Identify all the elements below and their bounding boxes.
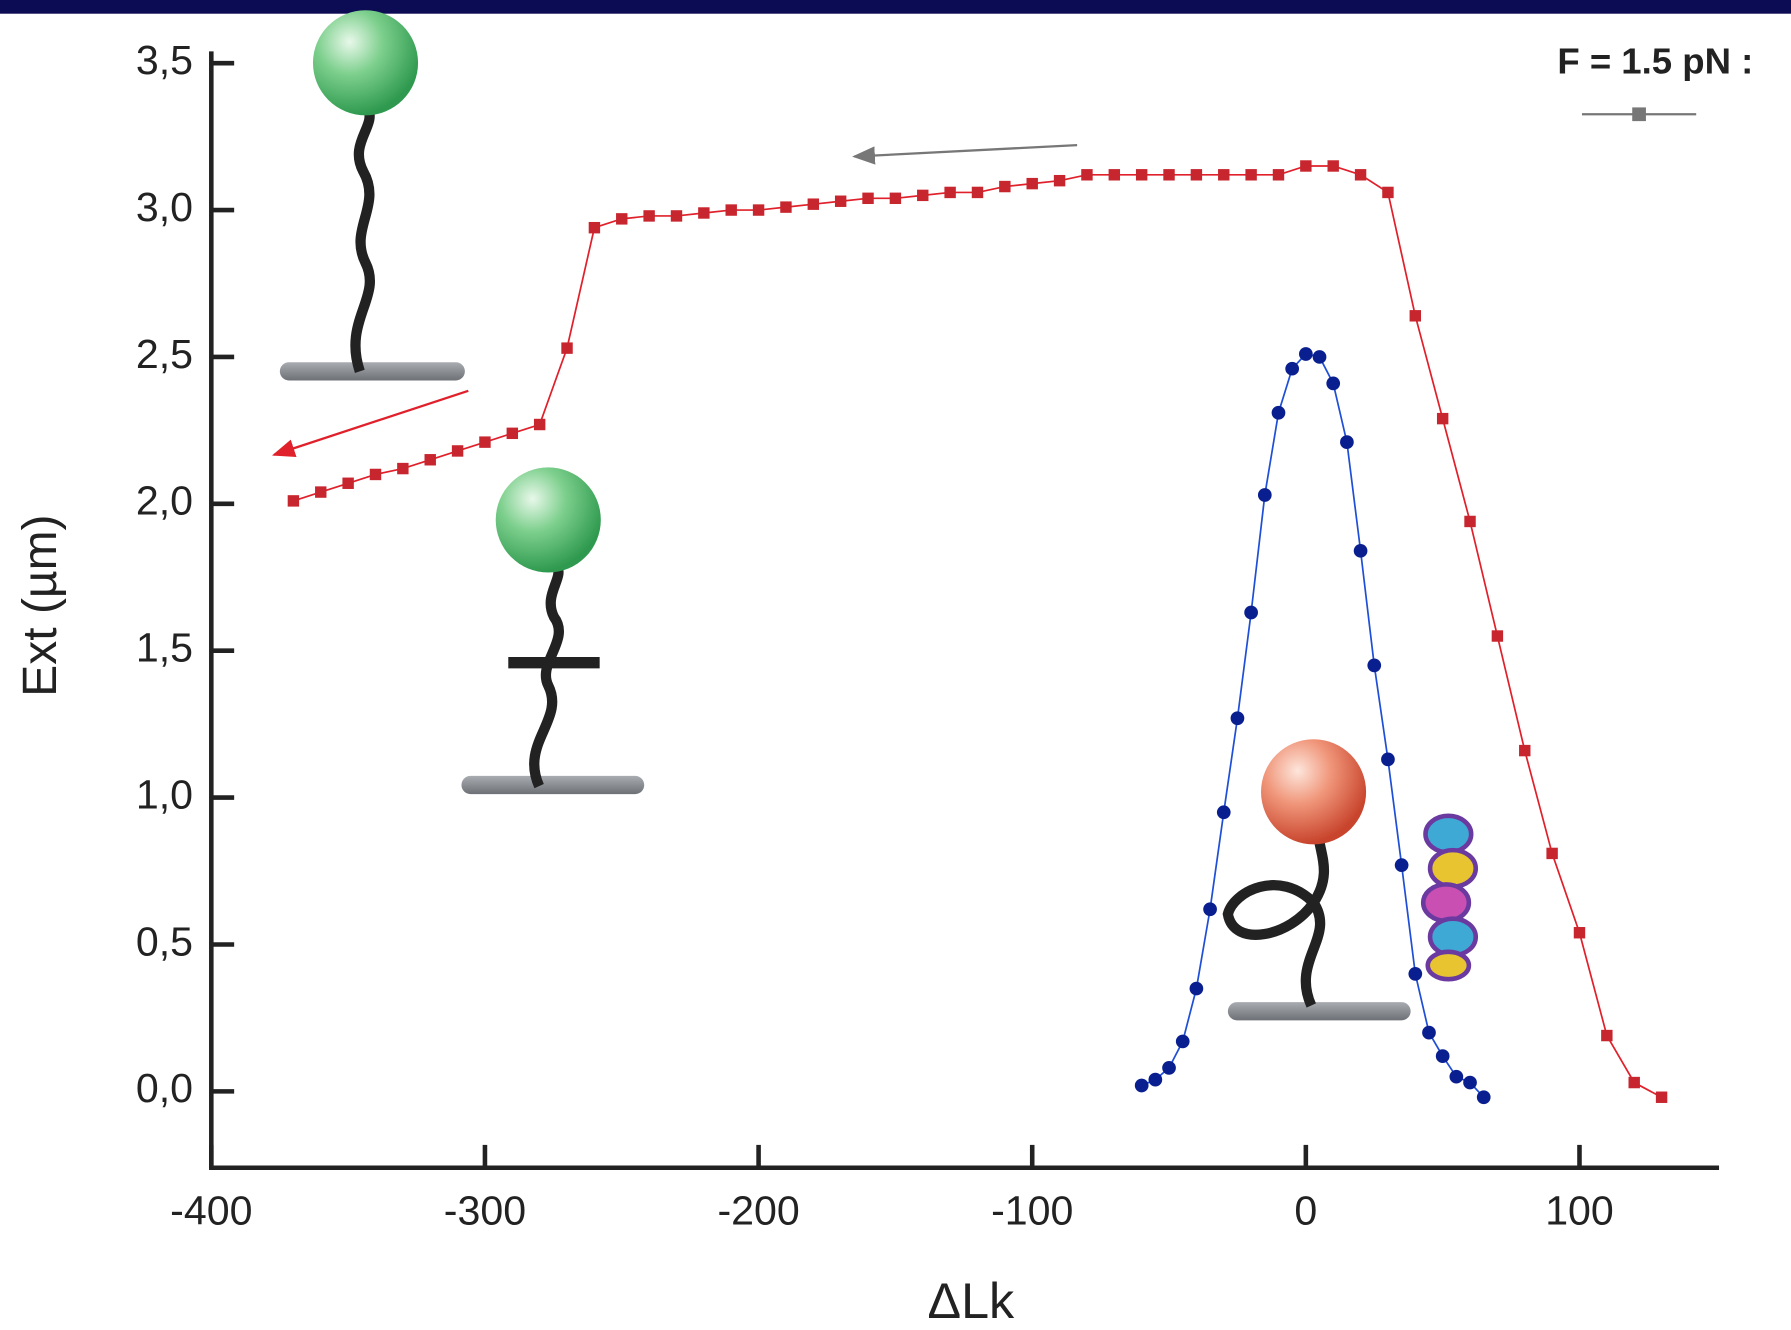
data-point: [1244, 606, 1258, 620]
illustrations: [274, 10, 1476, 1020]
y-tick-label: 1,0: [136, 771, 193, 817]
data-point: [1203, 902, 1217, 916]
data-point: [1245, 169, 1256, 180]
data-point: [1601, 1030, 1612, 1041]
data-point: [1176, 1035, 1190, 1049]
data-point: [1367, 659, 1381, 673]
data-point: [1436, 1049, 1450, 1063]
y-axis-label: Ext (µm): [14, 514, 67, 696]
data-point: [425, 454, 436, 465]
data-point: [1231, 711, 1245, 725]
data-point: [1135, 1079, 1149, 1093]
data-point: [479, 436, 490, 447]
legend-marker: [1632, 107, 1646, 121]
data-point: [1449, 1070, 1463, 1084]
data-point: [972, 187, 983, 198]
data-point: [1464, 516, 1475, 527]
data-point: [1109, 169, 1120, 180]
data-point: [616, 213, 627, 224]
data-point: [1054, 175, 1065, 186]
data-point: [452, 445, 463, 456]
legend-label: F = 1.5 pN :: [1557, 41, 1753, 82]
x-tick-label: 100: [1545, 1187, 1614, 1233]
data-point: [753, 204, 764, 215]
data-point: [589, 222, 600, 233]
data-point: [1492, 630, 1503, 641]
data-point: [808, 198, 819, 209]
data-point: [1081, 169, 1092, 180]
x-tick-label: -300: [444, 1187, 526, 1233]
data-point: [1313, 350, 1327, 364]
data-point: [862, 193, 873, 204]
y-tick-label: 2,0: [136, 478, 193, 524]
y-tick-label: 0,5: [136, 918, 193, 964]
data-point: [1273, 169, 1284, 180]
data-point: [1299, 347, 1313, 361]
data-point: [643, 210, 654, 221]
data-point: [288, 495, 299, 506]
data-point: [698, 207, 709, 218]
y-tick-label: 0,0: [136, 1065, 193, 1111]
data-point: [1162, 1061, 1176, 1075]
data-point: [1148, 1073, 1162, 1087]
data-point: [507, 428, 518, 439]
data-point: [315, 486, 326, 497]
data-point: [1027, 178, 1038, 189]
x-tick-label: -200: [717, 1187, 799, 1233]
x-tick-label: 0: [1294, 1187, 1317, 1233]
data-point: [1163, 169, 1174, 180]
data-point: [917, 190, 928, 201]
data-point: [1258, 488, 1272, 502]
y-tick-label: 1,5: [136, 625, 193, 671]
data-point: [1395, 858, 1409, 872]
data-point: [1410, 310, 1421, 321]
data-point: [342, 478, 353, 489]
data-point: [1355, 169, 1366, 180]
y-tick-label: 2,5: [136, 331, 193, 377]
chart: ΔLk Ext (µm) F = 1.5 pN : 0,0 0,5 1,0 1,5 2,…: [0, 0, 1791, 1330]
page: {"chart_data": {"type": "line", "x_label…: [0, 0, 1791, 1330]
data-point: [780, 201, 791, 212]
data-point: [1381, 753, 1395, 767]
data-point: [397, 463, 408, 474]
data-point: [1574, 927, 1585, 938]
data-point: [1340, 435, 1354, 449]
data-point: [1354, 544, 1368, 558]
data-point: [1272, 406, 1286, 420]
data-point: [1300, 160, 1311, 171]
data-point: [1191, 169, 1202, 180]
data-point: [1285, 362, 1299, 376]
data-point: [1437, 413, 1448, 424]
data-point: [726, 204, 737, 215]
data-point: [890, 193, 901, 204]
data-point: [1463, 1076, 1477, 1090]
data-point: [1629, 1077, 1640, 1088]
data-point: [1218, 169, 1229, 180]
data-point: [1422, 1026, 1436, 1040]
data-point: [1326, 377, 1340, 391]
data-point: [1408, 967, 1422, 981]
data-point: [1656, 1092, 1667, 1103]
data-point: [999, 181, 1010, 192]
data-point: [1546, 848, 1557, 859]
data-point: [1519, 745, 1530, 756]
data-point: [1190, 982, 1204, 996]
x-tick-label: -100: [991, 1187, 1073, 1233]
data-point: [835, 196, 846, 207]
data-point: [1136, 169, 1147, 180]
data-point: [370, 469, 381, 480]
data-point: [671, 210, 682, 221]
data-point: [1477, 1090, 1491, 1104]
data-point: [561, 342, 572, 353]
data-point: [534, 419, 545, 430]
data-point: [1217, 805, 1231, 819]
top-bar: [0, 0, 1791, 14]
data-point: [1328, 160, 1339, 171]
y-tick-label: 3,5: [136, 37, 193, 83]
data-point: [944, 187, 955, 198]
data-point: [1382, 187, 1393, 198]
x-tick-label: -400: [170, 1187, 252, 1233]
y-tick-label: 3,0: [136, 184, 193, 230]
x-axis-label: ΔLk: [928, 1273, 1015, 1329]
